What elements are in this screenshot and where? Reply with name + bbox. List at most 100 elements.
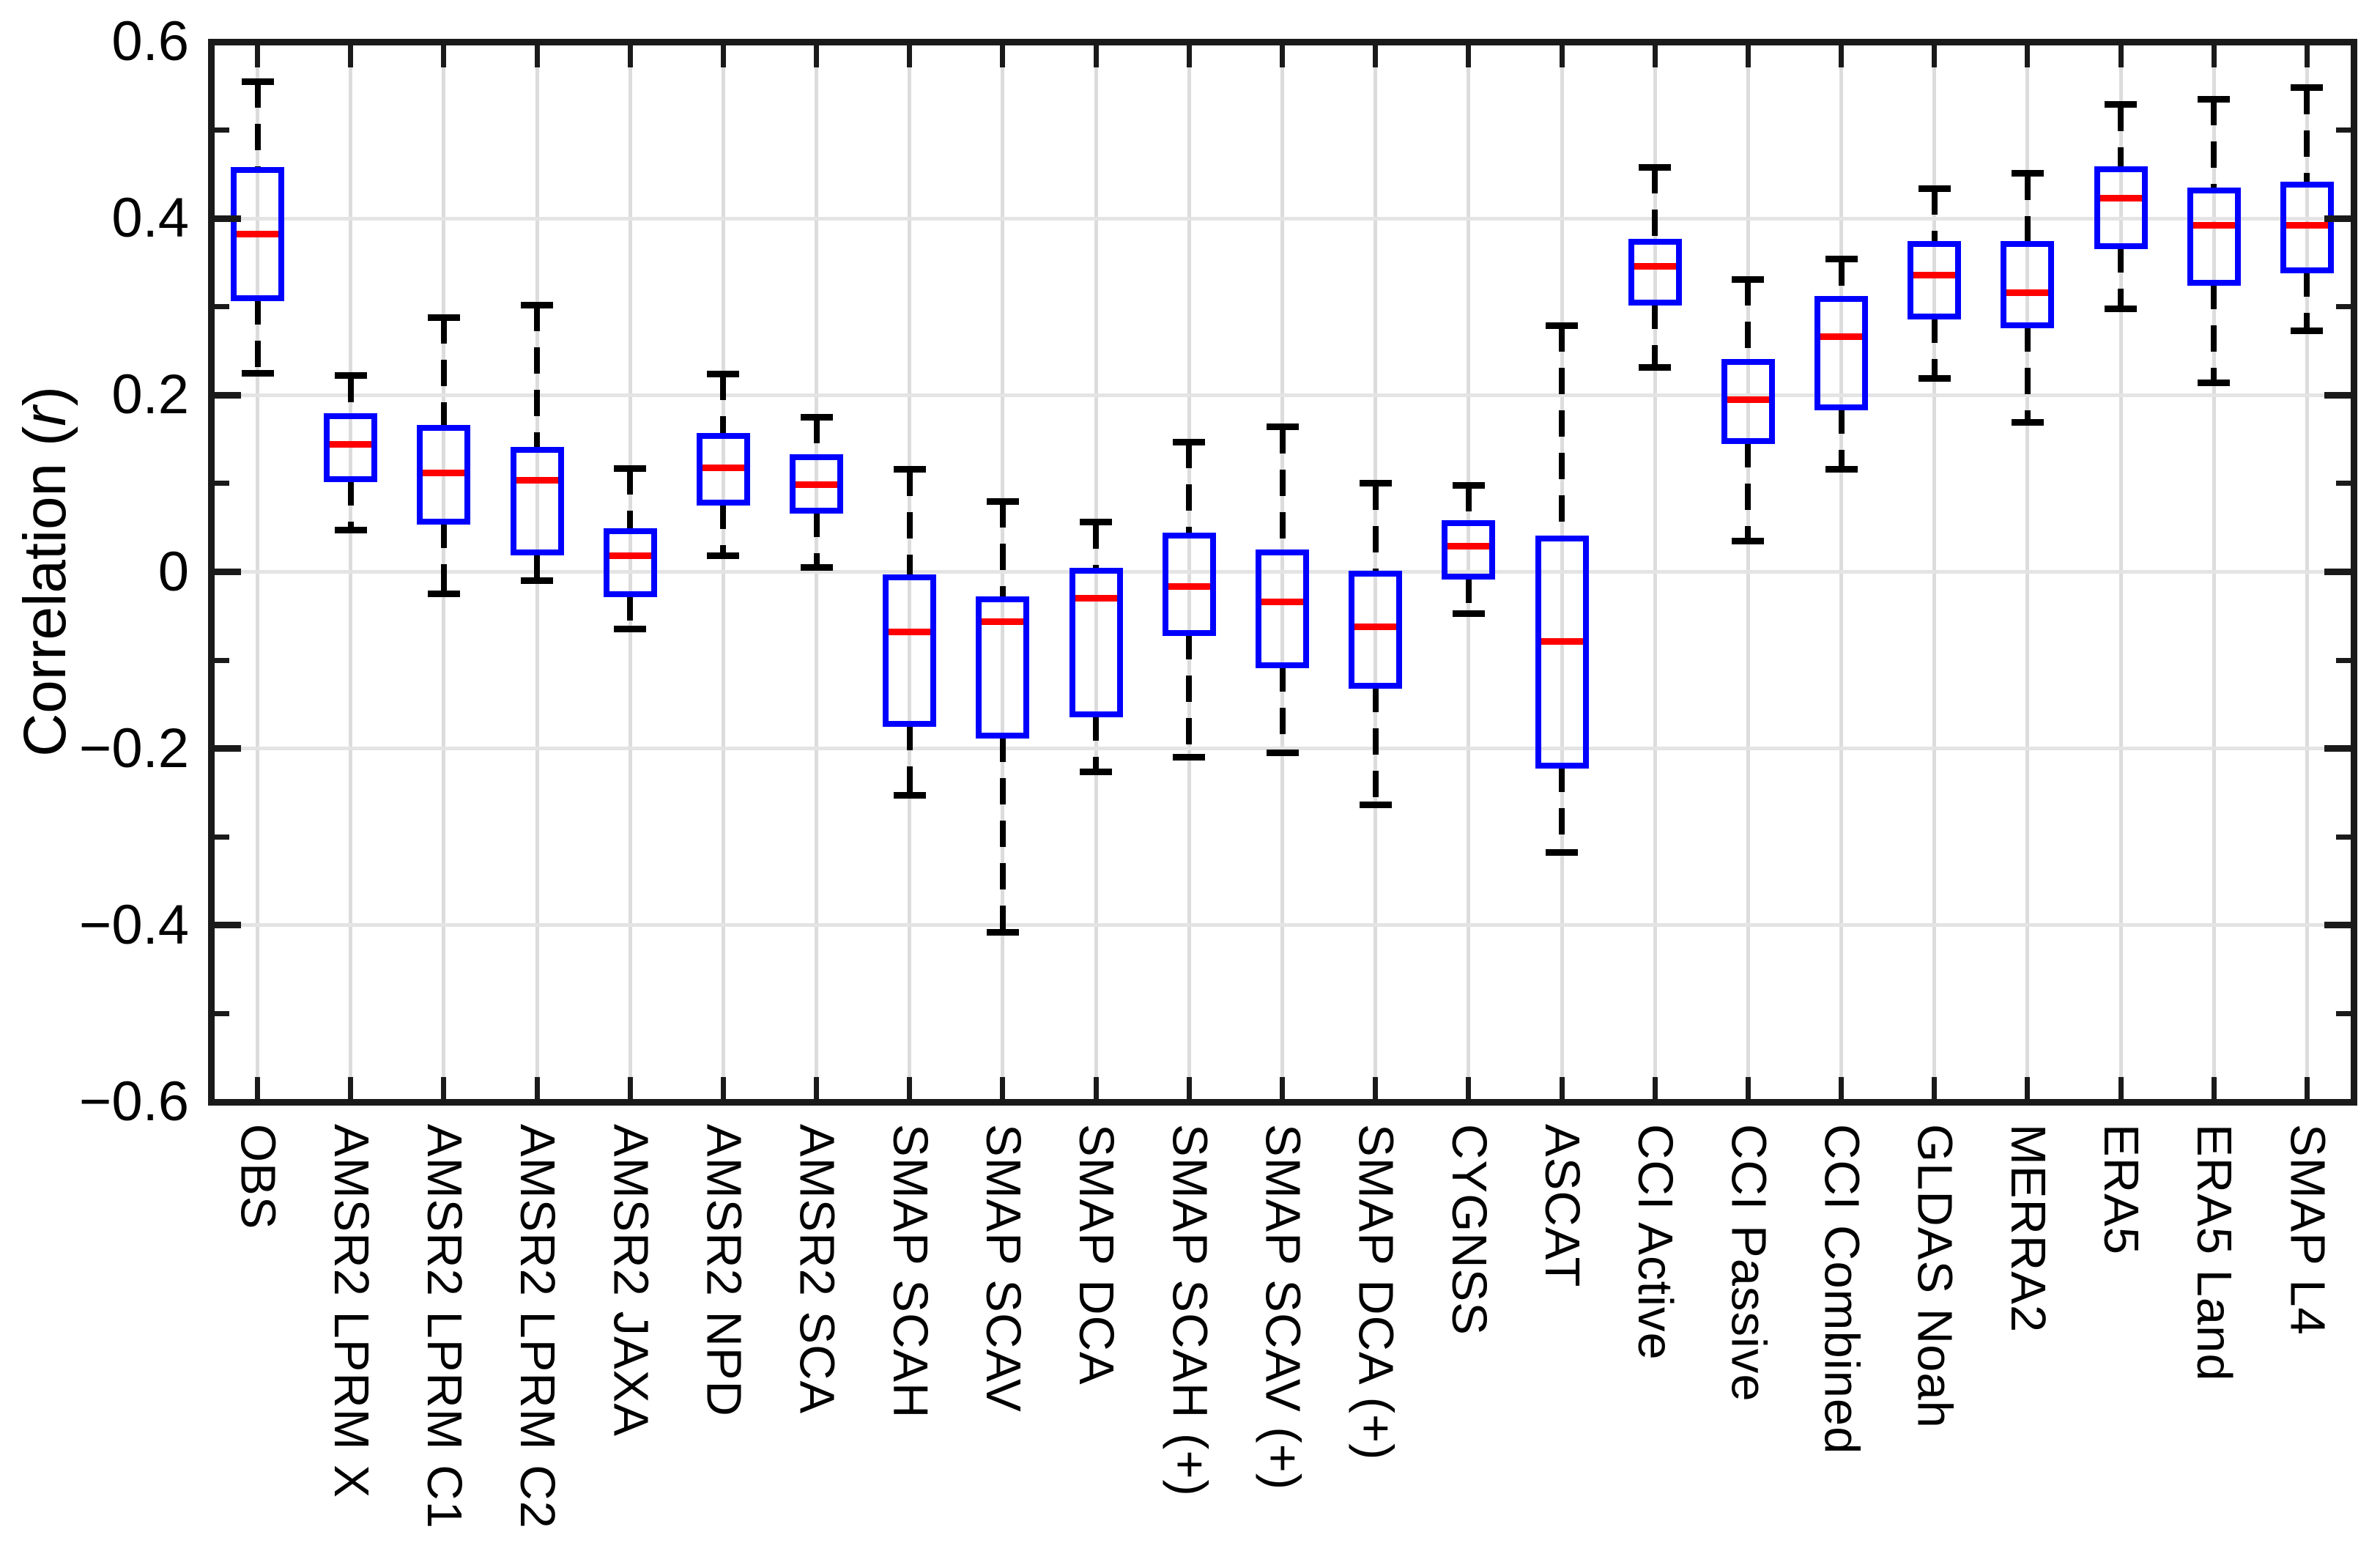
box xyxy=(1628,238,1682,306)
median-line xyxy=(1721,396,1775,403)
whisker-lower xyxy=(1838,407,1845,470)
x-tick-top xyxy=(1000,45,1006,67)
whisker-cap-top xyxy=(1173,438,1206,445)
y-major-tick-right xyxy=(2324,391,2351,399)
y-major-tick-left xyxy=(214,215,241,222)
median-line xyxy=(2280,222,2334,229)
median-line xyxy=(417,469,471,476)
median-line xyxy=(976,618,1030,625)
box xyxy=(1721,358,1775,445)
y-major-tick-right xyxy=(2324,38,2351,45)
x-tick-top xyxy=(1559,45,1565,67)
whisker-lower xyxy=(1093,714,1100,772)
x-tick-top xyxy=(1932,45,1938,67)
y-major-tick-left xyxy=(214,745,241,752)
whisker-cap-top xyxy=(1639,163,1672,171)
x-tick-top xyxy=(2211,45,2217,67)
x-tick-bottom xyxy=(1280,1076,1285,1099)
x-tick-bottom xyxy=(627,1076,633,1099)
whisker-lower xyxy=(254,297,261,374)
median-line xyxy=(1162,583,1216,591)
x-tick-bottom xyxy=(907,1076,913,1099)
x-category-label: SMAP DCA xyxy=(1069,1124,1124,1385)
whisker-lower xyxy=(1186,632,1193,758)
median-line xyxy=(696,464,750,471)
whisker-cap-bottom xyxy=(1825,466,1858,473)
box xyxy=(2280,182,2334,274)
y-minor-tick-left xyxy=(214,481,229,486)
y-minor-tick-right xyxy=(2335,834,2351,840)
x-tick-bottom xyxy=(1559,1076,1565,1099)
whisker-cap-top xyxy=(521,301,554,308)
median-line xyxy=(1442,543,1496,550)
x-tick-bottom xyxy=(2304,1076,2310,1099)
box xyxy=(2187,187,2241,286)
y-major-tick-left xyxy=(214,38,241,45)
whisker-cap-bottom xyxy=(1359,802,1392,809)
x-category-label: AMSR2 LPRM X xyxy=(323,1124,379,1498)
y-tick-label: 0.6 xyxy=(111,10,189,73)
x-category-label: ERA5 xyxy=(2094,1124,2149,1256)
whisker-cap-top xyxy=(986,497,1019,505)
y-minor-tick-left xyxy=(214,834,229,840)
x-category-label: MERRA2 xyxy=(2000,1124,2055,1333)
median-line xyxy=(1908,271,1962,278)
box xyxy=(231,166,285,301)
x-tick-bottom xyxy=(1373,1076,1379,1099)
x-tick-bottom xyxy=(1466,1076,1472,1099)
x-category-label: AMSR2 JAXA xyxy=(603,1124,659,1438)
whisker-cap-bottom xyxy=(2011,419,2044,426)
y-tick-label: 0.2 xyxy=(111,363,189,426)
whisker-lower xyxy=(1372,686,1379,805)
y-minor-tick-right xyxy=(2335,1010,2351,1016)
y-major-tick-left xyxy=(214,922,241,929)
gridline-horizontal xyxy=(211,393,2354,397)
whisker-cap-top xyxy=(707,370,740,377)
whisker-cap-bottom xyxy=(334,527,367,534)
whisker-cap-top xyxy=(241,78,274,85)
x-tick-top xyxy=(441,45,447,67)
axis-spine-top xyxy=(207,38,2357,45)
box xyxy=(2001,241,2055,329)
whisker-cap-bottom xyxy=(1173,754,1206,761)
median-line xyxy=(790,481,844,488)
x-tick-top xyxy=(1466,45,1472,67)
whisker-cap-bottom xyxy=(1546,849,1579,856)
whisker-lower xyxy=(2024,325,2031,423)
whisker-lower xyxy=(627,593,634,629)
whisker-cap-top xyxy=(1825,256,1858,263)
x-tick-top xyxy=(2025,45,2031,67)
median-line xyxy=(1069,595,1123,602)
box xyxy=(603,528,657,597)
median-line xyxy=(2094,194,2148,201)
x-tick-bottom xyxy=(1745,1076,1751,1099)
box xyxy=(1442,520,1496,580)
whisker-cap-bottom xyxy=(2105,305,2138,312)
whisker-cap-top xyxy=(1452,481,1485,489)
whisker-upper xyxy=(813,417,820,457)
x-category-label: ASCAT xyxy=(1535,1124,1590,1288)
y-major-tick-left xyxy=(214,569,241,575)
box xyxy=(1162,533,1216,636)
whisker-cap-top xyxy=(893,466,926,473)
whisker-upper xyxy=(627,468,634,532)
x-category-label: CCI Passive xyxy=(1721,1124,1776,1402)
whisker-lower xyxy=(1279,665,1286,753)
median-line xyxy=(1628,262,1682,270)
y-tick-label: 0.4 xyxy=(111,187,189,250)
whisker-cap-bottom xyxy=(800,563,833,571)
x-tick-top xyxy=(720,45,726,67)
whisker-lower xyxy=(1465,576,1472,614)
x-category-label: ERA5 Land xyxy=(2187,1124,2242,1382)
median-line xyxy=(2187,222,2241,229)
whisker-upper xyxy=(1559,325,1565,539)
whisker-cap-bottom xyxy=(1639,364,1672,371)
y-minor-tick-left xyxy=(214,304,229,310)
box xyxy=(510,447,564,555)
whisker-cap-top xyxy=(1266,423,1299,431)
gridline-horizontal xyxy=(211,570,2354,574)
whisker-upper xyxy=(534,305,541,451)
whisker-cap-bottom xyxy=(986,928,1019,936)
box xyxy=(696,432,750,506)
